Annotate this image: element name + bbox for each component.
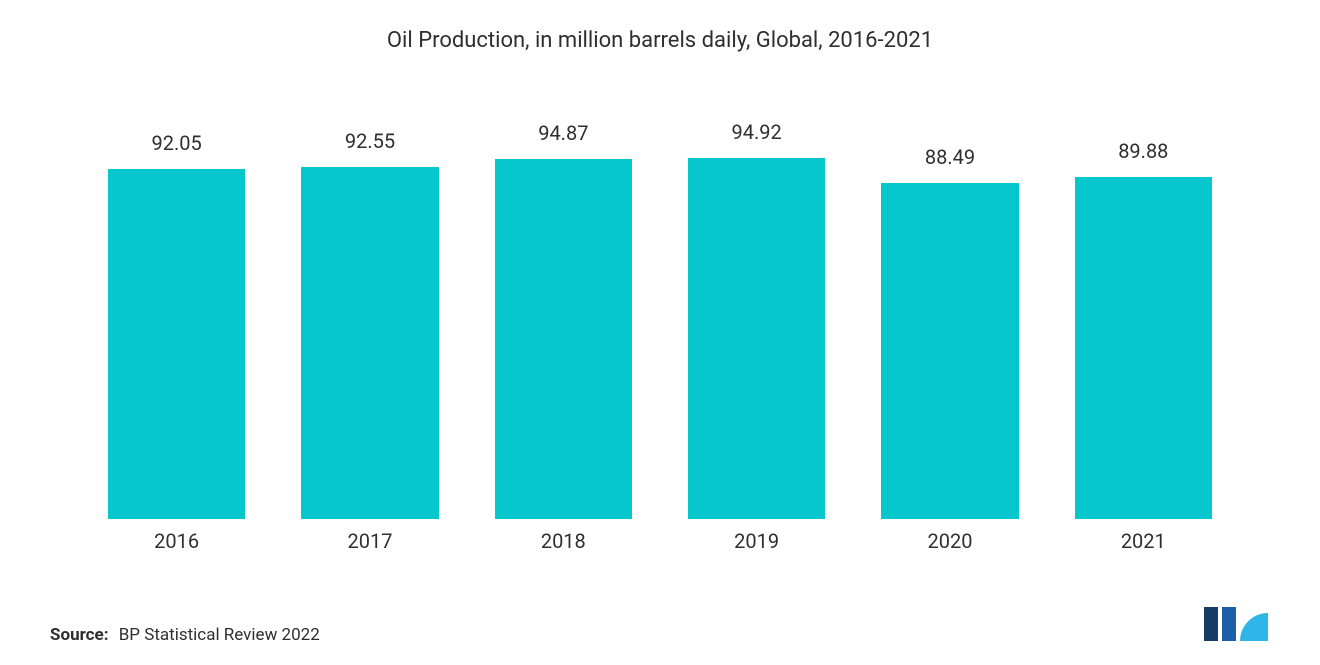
source-text: BP Statistical Review 2022: [119, 625, 320, 645]
bar-col: 89.88: [1075, 93, 1212, 519]
x-tick: 2016: [108, 529, 245, 553]
source-line: Source: BP Statistical Review 2022: [50, 625, 320, 645]
x-tick: 2017: [301, 529, 438, 553]
brand-logo-icon: [1200, 601, 1270, 645]
bar-col: 88.49: [881, 93, 1018, 519]
bar: [301, 167, 438, 519]
source-label: Source:: [50, 625, 108, 645]
bar-col: 92.05: [108, 93, 245, 519]
bar-value-label: 92.05: [152, 131, 202, 155]
bar: [881, 183, 1018, 519]
bar-col: 94.87: [495, 93, 632, 519]
x-tick: 2021: [1075, 529, 1212, 553]
chart-container: Oil Production, in million barrels daily…: [0, 0, 1320, 665]
bar-col: 94.92: [688, 93, 825, 519]
bar: [108, 169, 245, 519]
chart-title: Oil Production, in million barrels daily…: [50, 28, 1270, 53]
bar-value-label: 94.92: [732, 120, 782, 144]
bar-value-label: 94.87: [538, 121, 588, 145]
bar-value-label: 88.49: [925, 145, 975, 169]
x-tick: 2019: [688, 529, 825, 553]
bar-value-label: 92.55: [345, 129, 395, 153]
x-tick: 2018: [495, 529, 632, 553]
plot-area: 92.05 92.55 94.87 94.92 88.49 89.88: [50, 93, 1270, 519]
bar: [688, 158, 825, 519]
bar: [1075, 177, 1212, 519]
bar-col: 92.55: [301, 93, 438, 519]
x-axis: 2016 2017 2018 2019 2020 2021: [50, 519, 1270, 553]
chart-footer: Source: BP Statistical Review 2022: [50, 553, 1270, 645]
x-tick: 2020: [881, 529, 1018, 553]
bar-value-label: 89.88: [1118, 139, 1168, 163]
bar: [495, 159, 632, 520]
